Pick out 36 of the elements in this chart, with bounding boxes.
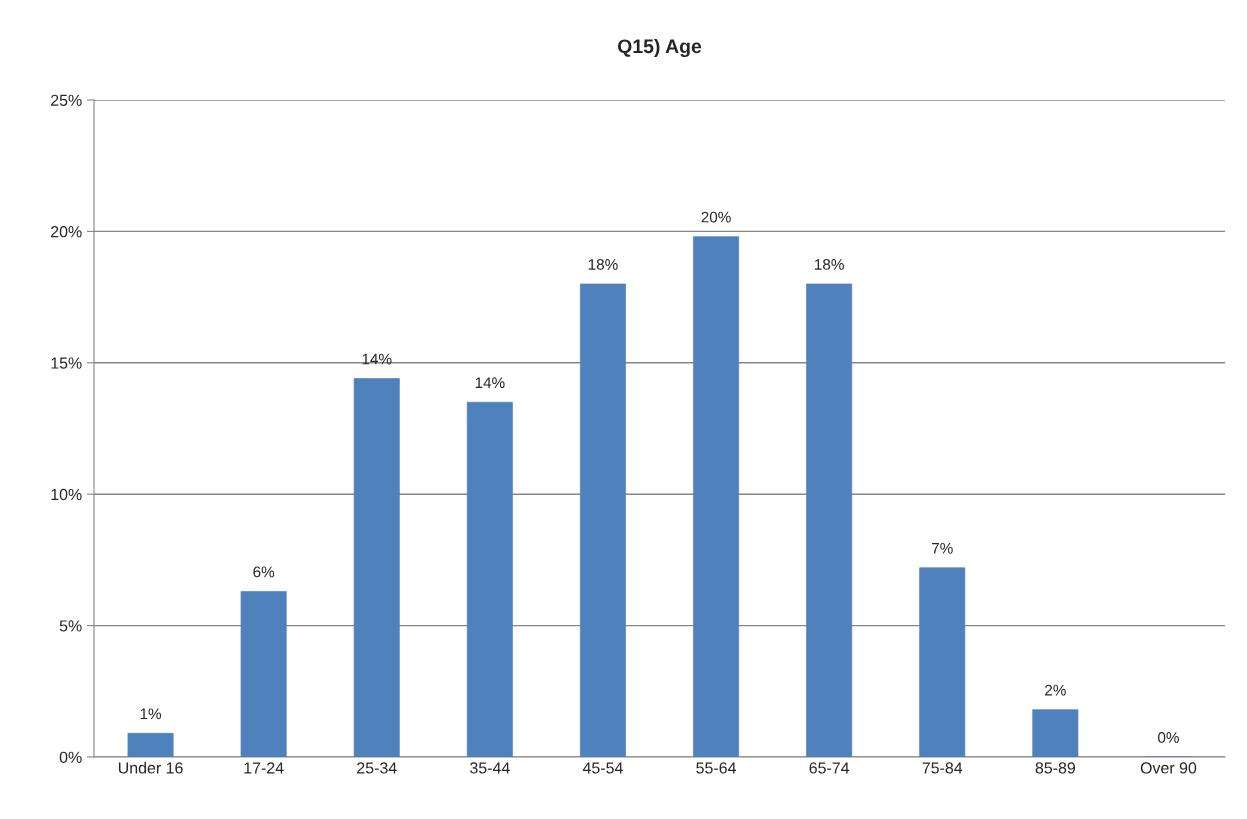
bar xyxy=(1032,709,1079,757)
x-tick-label: 75-84 xyxy=(922,762,963,774)
y-tick-label: 10% xyxy=(51,488,82,501)
data-label: 18% xyxy=(588,259,618,270)
bar xyxy=(579,283,626,757)
data-label: 1% xyxy=(140,708,162,720)
bar xyxy=(353,378,400,757)
bar xyxy=(240,591,287,757)
data-label: 20% xyxy=(701,211,731,223)
data-label: 14% xyxy=(475,377,505,389)
data-label: 14% xyxy=(362,353,392,365)
x-tick-label: Under 16 xyxy=(118,761,183,774)
data-label: 2% xyxy=(1045,684,1066,696)
bar xyxy=(919,567,966,757)
bar xyxy=(806,283,853,757)
x-tick-label: 65-74 xyxy=(809,762,850,774)
x-tick-label: 17-24 xyxy=(244,762,284,774)
y-tick-label: 0% xyxy=(59,751,82,763)
bar xyxy=(693,236,740,757)
y-tick-label: 20% xyxy=(51,226,82,238)
data-label: 18% xyxy=(815,259,844,270)
x-tick-label: Over 90 xyxy=(1140,762,1197,774)
data-label: 0% xyxy=(1158,732,1179,743)
y-tick-label: 25% xyxy=(51,94,82,106)
data-label: 7% xyxy=(931,542,953,554)
x-tick-label: 85-89 xyxy=(1035,762,1076,774)
bar xyxy=(466,401,513,757)
bar xyxy=(127,733,174,757)
chart-title: Q15) Age xyxy=(617,38,702,58)
y-tick-label: 15% xyxy=(51,357,82,369)
x-tick-label: 35-44 xyxy=(470,762,510,774)
x-tick-label: 25-34 xyxy=(357,762,397,774)
y-tick-label: 5% xyxy=(59,620,82,632)
x-tick-label: 55-64 xyxy=(696,762,737,774)
data-label: 6% xyxy=(253,566,275,578)
x-tick-label: 45-54 xyxy=(582,762,623,774)
